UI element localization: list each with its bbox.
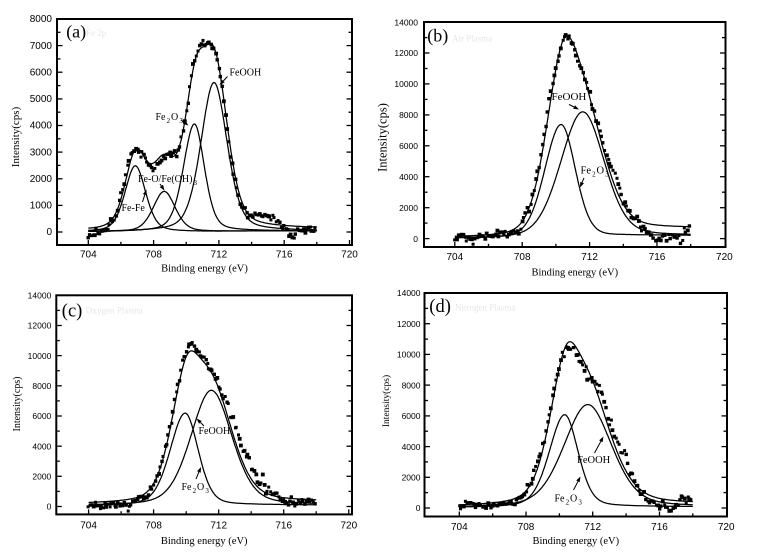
svg-text:10000: 10000	[397, 350, 421, 360]
svg-text:704: 704	[80, 521, 97, 532]
svg-text:8000: 8000	[32, 381, 51, 391]
svg-text:Intensity(cps): Intensity(cps)	[381, 375, 392, 427]
svg-text:Fe2​O3​: Fe2​O3​	[156, 112, 184, 125]
svg-text:720: 720	[716, 252, 733, 263]
svg-text:3000: 3000	[30, 147, 53, 158]
svg-text:FeOOH: FeOOH	[230, 68, 262, 79]
svg-text:708: 708	[518, 522, 535, 533]
svg-text:(c): (c)	[62, 302, 83, 322]
svg-text:6000: 6000	[30, 68, 53, 79]
svg-text:712: 712	[210, 521, 227, 532]
svg-text:12000: 12000	[394, 48, 418, 58]
svg-text:14000: 14000	[397, 288, 421, 298]
svg-text:4000: 4000	[402, 442, 421, 452]
svg-text:FeOOH: FeOOH	[552, 91, 587, 103]
svg-text:8000: 8000	[399, 110, 418, 120]
svg-text:Intensity(cps): Intensity(cps)	[376, 103, 390, 172]
svg-text:Fe2​O3​: Fe2​O3​	[555, 494, 583, 507]
svg-text:Fe-Fe: Fe-Fe	[122, 203, 146, 214]
svg-text:Binding energy (eV): Binding energy (eV)	[161, 264, 248, 275]
svg-text:Binding energy (eV): Binding energy (eV)	[531, 268, 618, 279]
svg-text:708: 708	[145, 250, 162, 261]
svg-text:720: 720	[718, 522, 735, 533]
svg-text:Fe 2p: Fe 2p	[86, 28, 107, 38]
svg-text:704: 704	[451, 522, 468, 533]
svg-text:14000: 14000	[394, 17, 418, 27]
svg-text:712: 712	[584, 522, 601, 533]
svg-text:2000: 2000	[30, 174, 53, 185]
svg-text:4000: 4000	[399, 172, 418, 182]
svg-text:4000: 4000	[32, 441, 51, 451]
svg-text:Fe2​O3​: Fe2​O3​	[182, 482, 210, 495]
svg-text:(d): (d)	[429, 297, 451, 317]
svg-text:Fe2​O3​: Fe2​O3​	[581, 166, 610, 179]
svg-text:708: 708	[514, 252, 531, 263]
svg-text:Intensity(cps): Intensity(cps)	[12, 377, 23, 432]
svg-text:1000: 1000	[30, 201, 53, 212]
svg-text:2000: 2000	[32, 472, 51, 482]
svg-text:708: 708	[145, 521, 162, 532]
svg-text:4000: 4000	[30, 121, 53, 132]
svg-text:8000: 8000	[30, 14, 53, 25]
svg-text:716: 716	[275, 521, 292, 532]
svg-text:720: 720	[340, 521, 357, 532]
svg-text:7000: 7000	[30, 41, 53, 52]
svg-text:10000: 10000	[28, 351, 52, 361]
svg-text:6000: 6000	[402, 411, 421, 421]
svg-text:6000: 6000	[399, 141, 418, 151]
svg-text:10000: 10000	[394, 79, 418, 89]
svg-text:0: 0	[413, 234, 418, 244]
svg-text:Fe-O/Fe(OH)3​: Fe-O/Fe(OH)3​	[138, 174, 198, 187]
svg-text:704: 704	[446, 252, 463, 263]
svg-text:Binding energy (eV): Binding energy (eV)	[161, 536, 248, 547]
svg-text:716: 716	[651, 522, 668, 533]
svg-text:0: 0	[416, 503, 421, 513]
svg-text:716: 716	[649, 252, 666, 263]
svg-text:5000: 5000	[30, 94, 53, 105]
svg-text:Intensity(cps): Intensity(cps)	[10, 106, 22, 167]
svg-text:0: 0	[46, 227, 52, 238]
svg-text:0: 0	[47, 502, 52, 512]
svg-text:12000: 12000	[397, 319, 421, 329]
svg-text:(b): (b)	[427, 26, 448, 47]
svg-text:716: 716	[276, 250, 293, 261]
svg-text:Nitrogen Plasma: Nitrogen Plasma	[455, 303, 515, 313]
svg-text:Binding energy (eV): Binding energy (eV)	[532, 536, 619, 547]
svg-text:720: 720	[341, 250, 358, 261]
svg-text:12000: 12000	[28, 321, 52, 331]
svg-text:704: 704	[80, 250, 97, 261]
svg-text:(a): (a)	[66, 21, 86, 42]
svg-text:Oxygen Plasma: Oxygen Plasma	[86, 306, 143, 316]
svg-text:FeOOH: FeOOH	[199, 426, 231, 437]
svg-text:8000: 8000	[402, 380, 421, 390]
svg-text:Air Plasma: Air Plasma	[452, 34, 492, 44]
svg-text:712: 712	[211, 250, 228, 261]
svg-text:14000: 14000	[28, 291, 52, 301]
svg-text:2000: 2000	[399, 203, 418, 213]
svg-text:FeOOH: FeOOH	[577, 455, 611, 466]
svg-text:712: 712	[581, 252, 598, 263]
svg-text:6000: 6000	[32, 411, 51, 421]
svg-text:2000: 2000	[402, 473, 421, 483]
